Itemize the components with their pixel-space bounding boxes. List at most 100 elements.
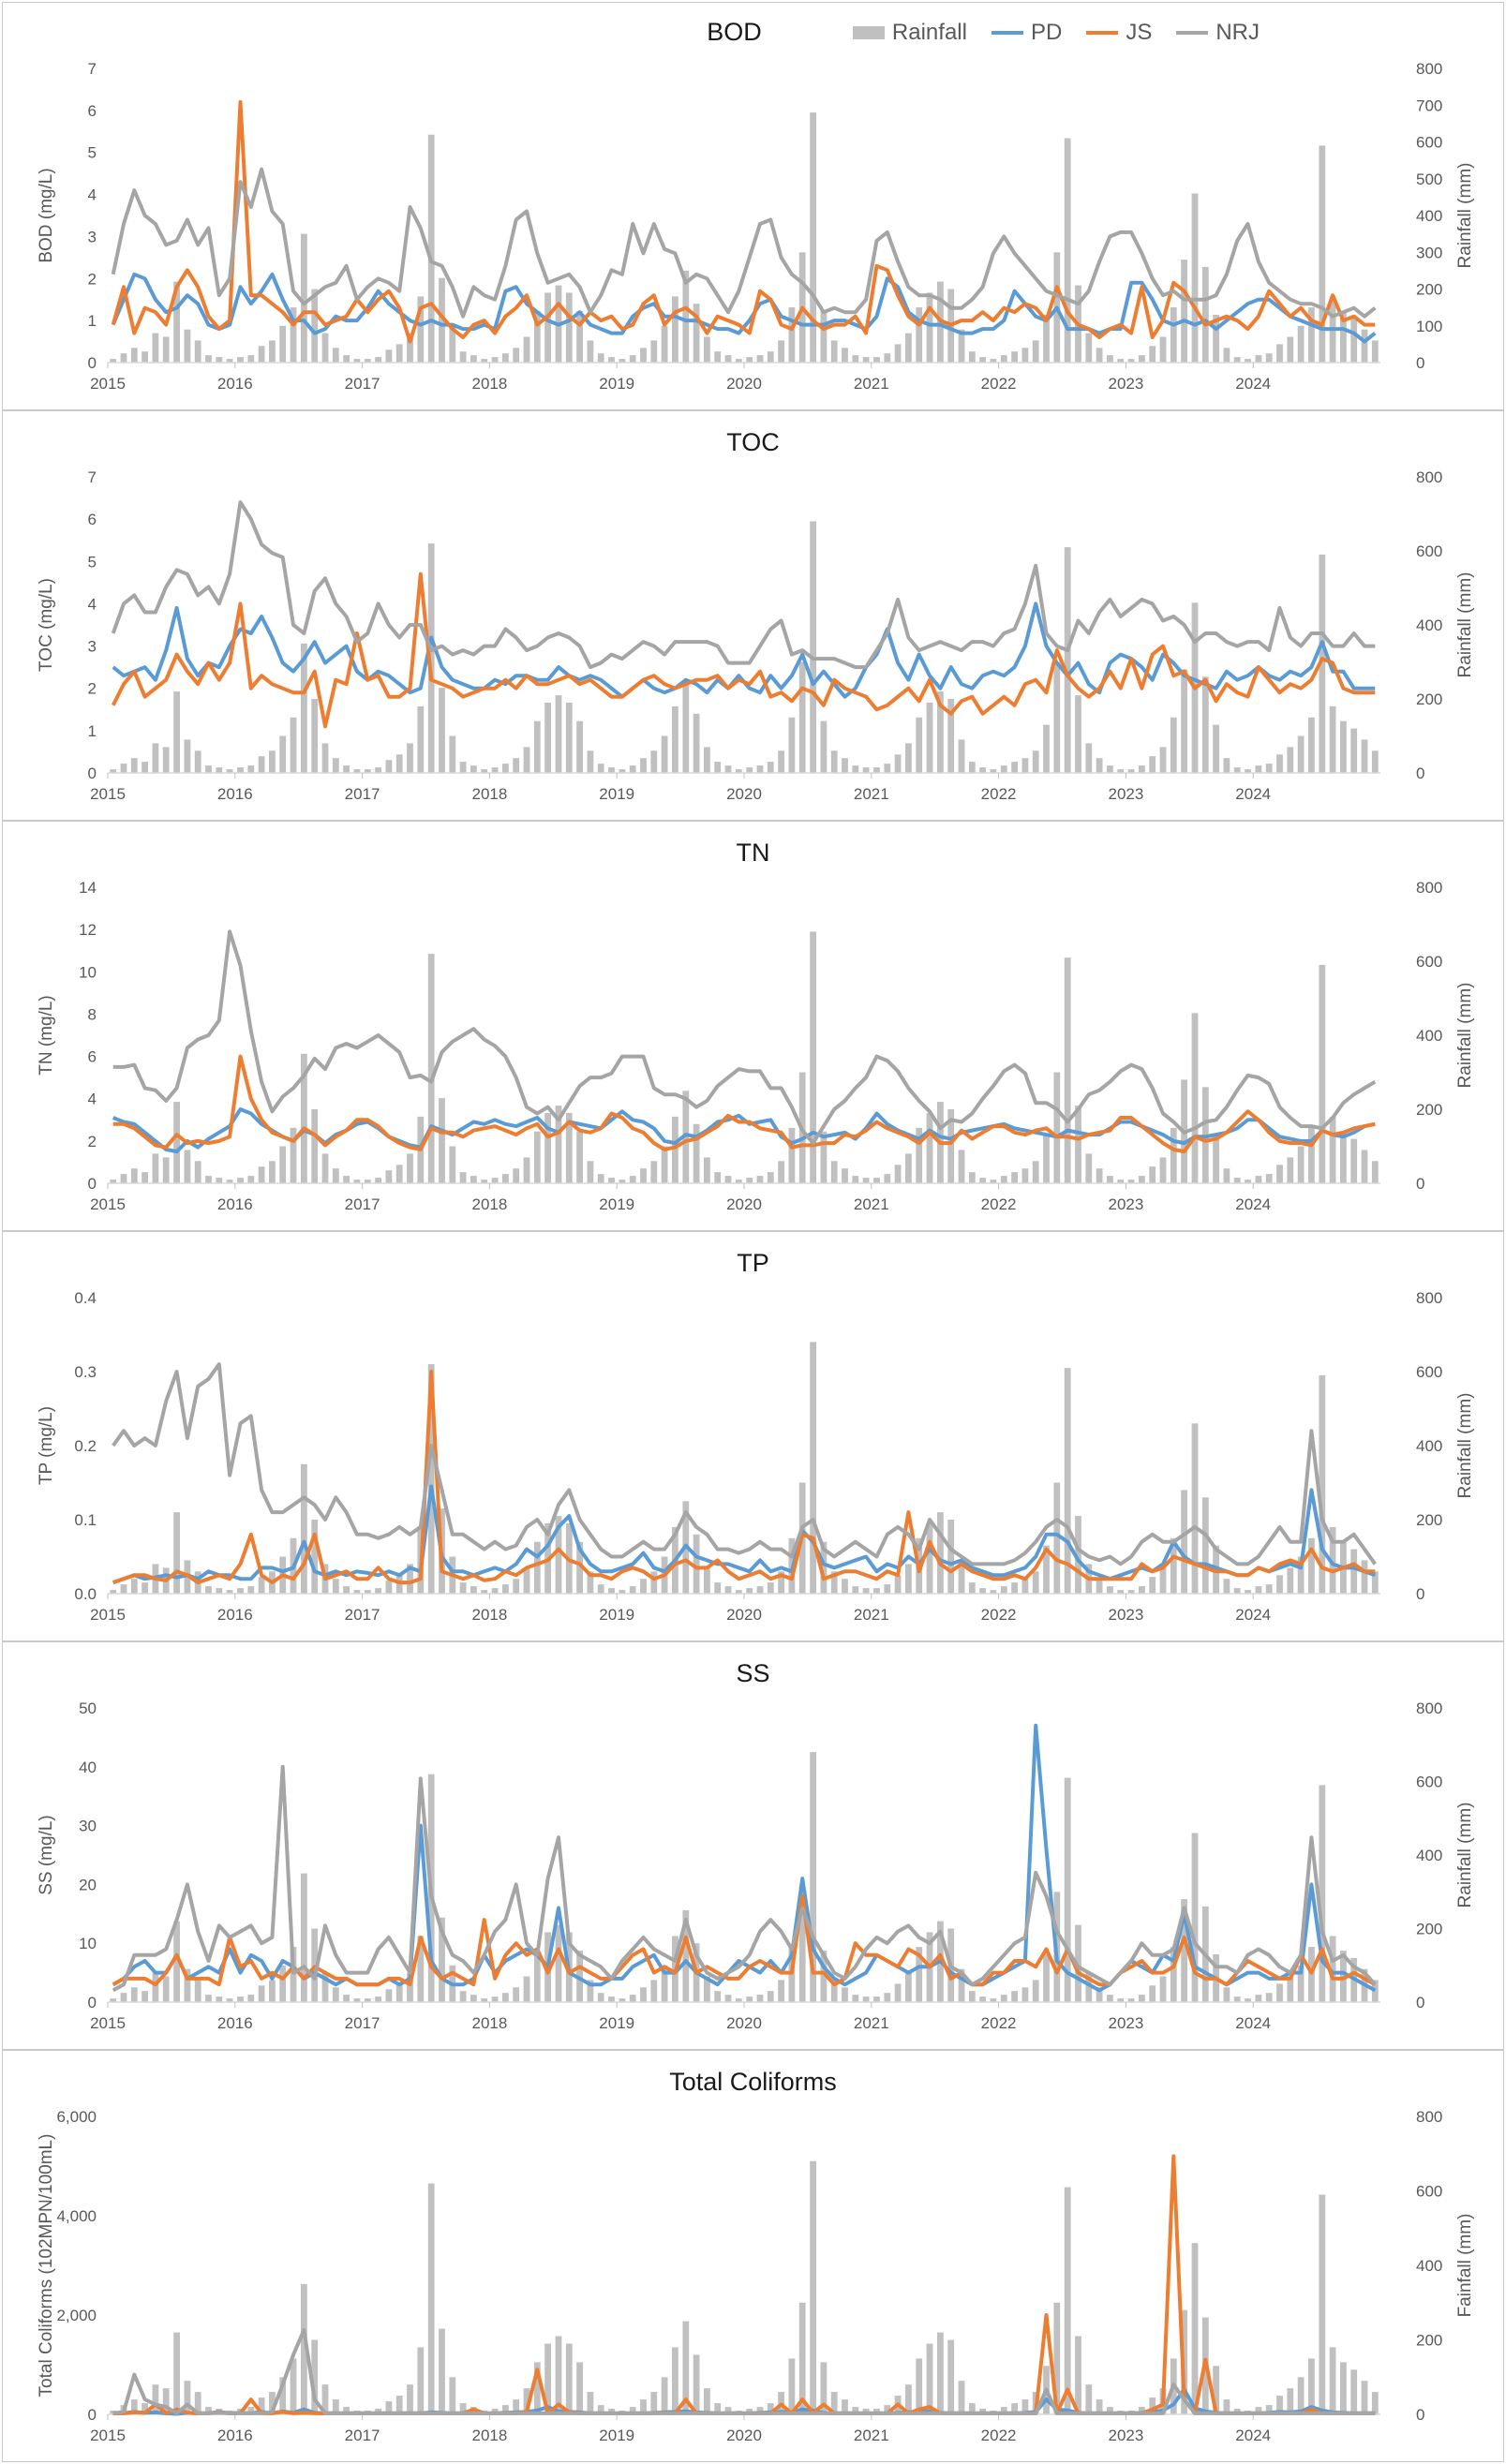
rainfall-bar xyxy=(385,1170,393,1183)
rainfall-bar xyxy=(427,134,435,363)
rainfall-bar xyxy=(343,2407,350,2414)
x-tick-label: 2015 xyxy=(90,2014,126,2032)
rainfall-bar xyxy=(237,1996,244,2002)
rainfall-bar xyxy=(439,688,445,773)
y2-tick-label: 400 xyxy=(1416,1847,1442,1864)
rainfall-bar xyxy=(1000,765,1007,773)
rainfall-bar xyxy=(1064,547,1071,773)
rainfall-bar xyxy=(1297,325,1305,364)
rainfall-bar xyxy=(979,357,986,363)
rainfall-bar xyxy=(1308,307,1315,363)
rainfall-bar xyxy=(491,1588,499,1594)
rainfall-bar xyxy=(916,717,923,774)
rainfall-bar xyxy=(724,1995,732,2002)
x-tick-label: 2022 xyxy=(981,2427,1017,2444)
rainfall-bar xyxy=(385,1581,393,1594)
rainfall-bar xyxy=(830,1571,838,1594)
rainfall-bar xyxy=(301,233,307,363)
rainfall-bar xyxy=(894,1165,902,1184)
x-tick-label: 2023 xyxy=(1108,2014,1143,2032)
rainfall-bar xyxy=(704,1567,710,1594)
rainfall-bar xyxy=(862,1996,870,2002)
rainfall-bar xyxy=(1265,1174,1273,1183)
rainfall-bar xyxy=(1191,193,1199,363)
chart-svg-bod: 0 1 2 3 4 5 6 7 0 100 200 300 400 500 600 700 800 BOD (mg… xyxy=(37,60,1475,393)
rainfall-bar xyxy=(1011,351,1018,363)
rainfall-bar xyxy=(523,1567,530,1594)
x-tick-label: 2019 xyxy=(599,375,634,393)
rainfall-bar xyxy=(1340,1951,1347,2002)
rainfall-bar xyxy=(184,1968,191,2002)
series-line-js xyxy=(111,571,1376,729)
rainfall-bar xyxy=(735,1590,742,1594)
rainfall-bar xyxy=(184,329,191,363)
rainfall-bar xyxy=(629,1995,636,2002)
rainfall-bar xyxy=(142,1991,148,2002)
rainfall-bar xyxy=(1053,1482,1061,1594)
rainfall-bar xyxy=(407,2384,413,2414)
rainfall-bar xyxy=(311,699,319,773)
rainfall-bar xyxy=(173,1102,180,1183)
rainfall-bar xyxy=(194,2392,201,2414)
rainfall-bar xyxy=(576,1951,583,2002)
y2-tick-label: 400 xyxy=(1416,1027,1442,1045)
x-tick-label: 2018 xyxy=(471,785,507,803)
rainfall-bar xyxy=(184,739,191,773)
rainfall-bar xyxy=(523,336,530,363)
rainfall-bar xyxy=(820,1131,828,1183)
y2-tick-label: 400 xyxy=(1416,616,1442,634)
rainfall-bar xyxy=(321,1972,329,2002)
rainfall-bar xyxy=(672,296,678,363)
y-tick-label: 1 xyxy=(88,722,97,740)
y-tick-label: 0.0 xyxy=(74,1585,97,1603)
rainfall-bar xyxy=(449,2377,456,2415)
x-tick-label: 2023 xyxy=(1108,785,1143,803)
rainfall-bar xyxy=(385,349,393,363)
rainfall-bar xyxy=(862,357,870,363)
rainfall-bar xyxy=(916,1127,923,1184)
rainfall-bar xyxy=(385,2401,393,2414)
rainfall-bar xyxy=(459,1582,467,1594)
rainfall-bar xyxy=(332,348,339,363)
rainfall-bar xyxy=(767,351,774,363)
x-axis: 2015 2016 2017 2018 2019 2020 2021 2022 2023 2024 xyxy=(90,363,1271,393)
y2-tick-label: 200 xyxy=(1416,690,1442,708)
x-tick-label: 2022 xyxy=(981,375,1017,393)
y-axis-left: 0 10 20 30 40 50 xyxy=(79,1700,97,2011)
x-tick-label: 2023 xyxy=(1108,1195,1143,1213)
y2-tick-label: 400 xyxy=(1416,2257,1442,2275)
y-tick-label: 0.4 xyxy=(74,1289,97,1307)
rainfall-bar xyxy=(830,340,838,363)
y-axis-title: Total Coliforms (102MPN/100mL) xyxy=(37,2134,56,2397)
rainfall-bar xyxy=(565,292,573,363)
rainfall-bar xyxy=(290,2358,297,2414)
rainfall-bar xyxy=(1127,1180,1135,1183)
chart-panel-toc: TOC 0 1 2 3 4 5 6 7 0 200 400 600 800 TOC (mg/L) Rainfa… xyxy=(2,410,1504,821)
rainfall-bar xyxy=(1329,705,1336,773)
rainfall-bars xyxy=(110,2160,1379,2415)
rainfall-bar xyxy=(650,1161,658,1183)
rainfall-bar xyxy=(650,340,658,363)
rainfall-bar xyxy=(1149,756,1156,773)
x-tick-label: 2022 xyxy=(981,785,1017,803)
rainfall-bar xyxy=(1127,1998,1135,2002)
rainfall-bar xyxy=(979,1588,986,1594)
rainfall-bar xyxy=(1319,2194,1326,2414)
rainfall-bar xyxy=(830,1161,838,1183)
y-axis-right: 0 200 400 600 800 xyxy=(1416,1700,1442,2011)
chart-panel-total-coliforms: Total Coliforms 0 2,000 4,000 6,000 0 200 400 60… xyxy=(2,2050,1504,2462)
x-tick-label: 2018 xyxy=(471,1606,507,1624)
y-tick-label: 5 xyxy=(88,144,97,162)
rainfall-bar xyxy=(1053,1072,1061,1183)
rainfall-bar xyxy=(746,1178,753,1183)
rainfall-bar xyxy=(343,355,350,363)
rainfall-bar xyxy=(947,1520,955,1594)
rainfall-bar xyxy=(947,699,955,773)
rainfall-bar xyxy=(767,1582,774,1594)
rainfall-bar xyxy=(565,2343,573,2414)
rainfall-bar xyxy=(375,767,381,773)
rainfall-bar xyxy=(130,1168,138,1183)
rainfall-bar xyxy=(1276,1575,1283,1595)
rainfall-bar xyxy=(1371,340,1379,363)
y-axis-left: 0.0 0.1 0.2 0.3 0.4 xyxy=(74,1289,97,1603)
